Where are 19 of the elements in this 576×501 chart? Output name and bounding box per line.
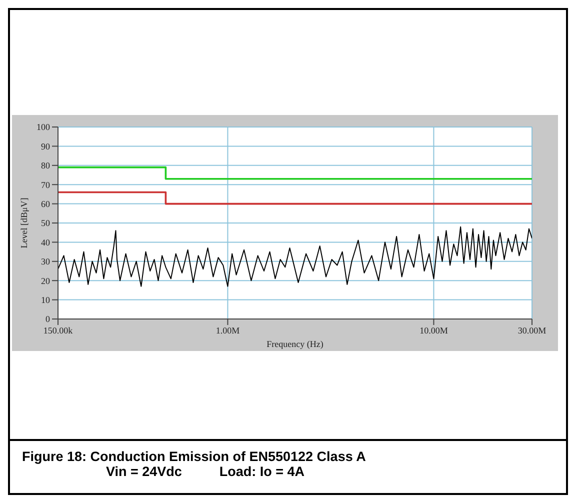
- y-tick-label: 30: [41, 256, 50, 267]
- y-tick-label: 0: [46, 314, 50, 324]
- x-tick-label: 30.00M: [518, 325, 546, 336]
- y-tick-label: 70: [41, 180, 50, 190]
- y-tick-label: 20: [41, 276, 50, 286]
- y-tick-label: 10: [41, 294, 50, 305]
- y-tick-label: 40: [41, 237, 50, 248]
- x-tick-label: 150.00k: [43, 325, 74, 336]
- y-tick-label: 90: [41, 141, 50, 152]
- text: Vin = 24Vdc Load: Io = 4A: [105, 464, 306, 479]
- x-axis-title: Frequency (Hz): [266, 339, 324, 349]
- y-tick-label: 100: [36, 122, 50, 132]
- x-tick-label: 1.00M: [216, 325, 240, 336]
- text: Figure 18: Conduction Emission of EN550122 Class A: [22, 449, 367, 464]
- y-tick-label: 80: [41, 160, 50, 171]
- y-axis-title: Level [dBμV]: [19, 198, 30, 248]
- y-tick-label: 50: [41, 218, 50, 228]
- x-tick-label: 10.00M: [420, 325, 448, 336]
- y-tick-label: 60: [41, 198, 50, 209]
